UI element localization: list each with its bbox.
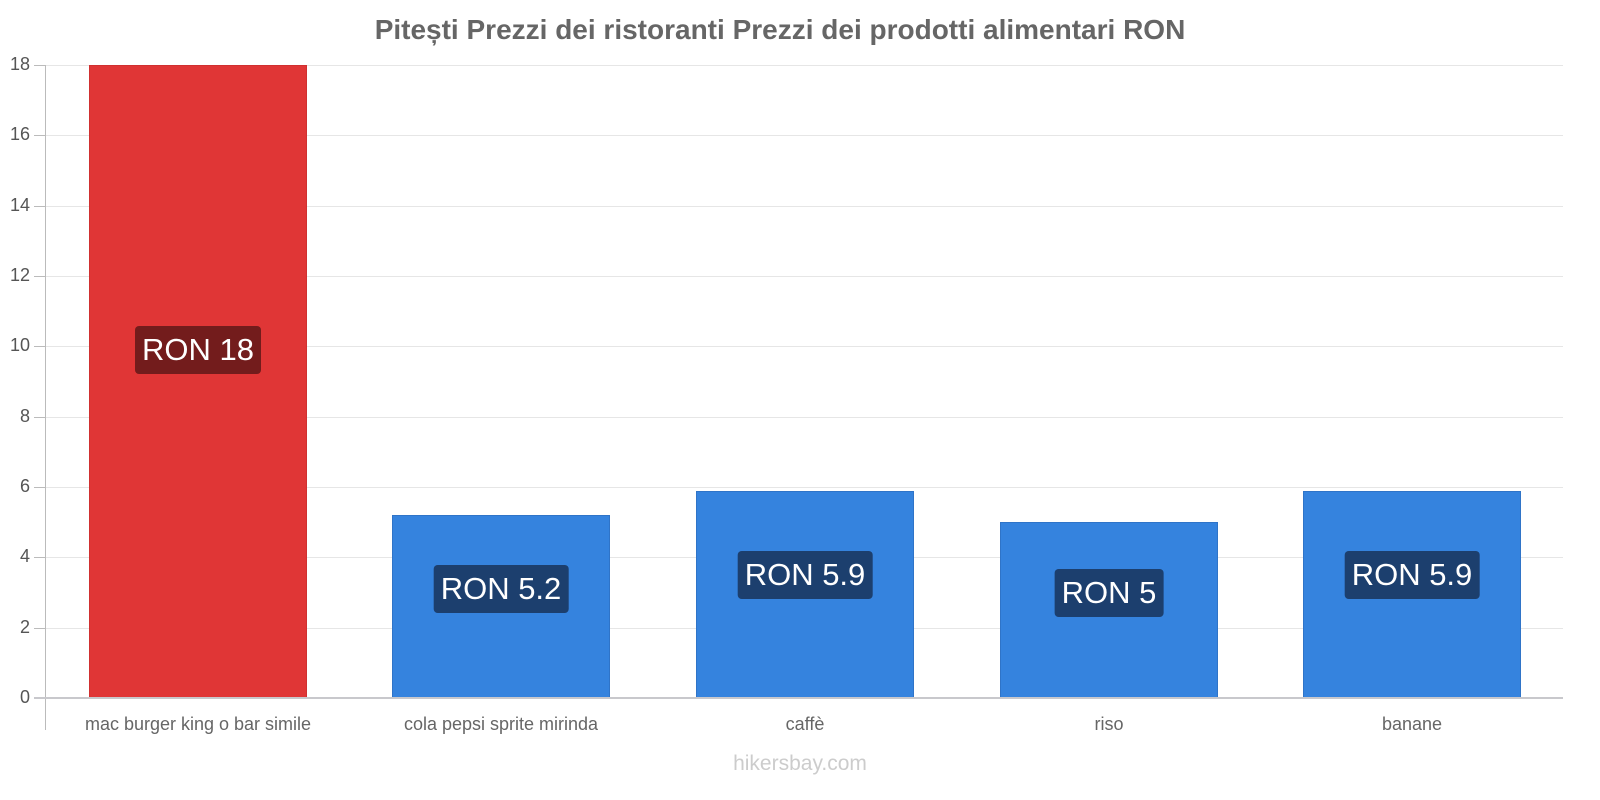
y-tick-label: 14 <box>9 195 30 215</box>
x-category-label: cola pepsi sprite mirinda <box>403 714 599 734</box>
bar-3[interactable]: RON 5 <box>1000 522 1218 698</box>
y-tick-label: 10 <box>9 335 30 355</box>
bar-value-label: RON 5.9 <box>737 551 873 599</box>
y-axis-line <box>45 65 46 730</box>
y-tick-mark <box>34 417 45 418</box>
x-category-label: riso <box>1094 714 1124 734</box>
y-tick-mark <box>34 346 45 347</box>
x-category-label: mac burger king o bar simile <box>84 714 312 734</box>
y-tick-label: 0 <box>19 687 30 707</box>
gridline <box>45 135 1563 136</box>
bar-value-label: RON 5.9 <box>1344 551 1480 599</box>
y-tick-label: 12 <box>9 265 30 285</box>
bar-4[interactable]: RON 5.9 <box>1303 491 1521 698</box>
y-tick-label: 6 <box>19 476 30 496</box>
y-tick-mark <box>34 628 45 629</box>
bar-2[interactable]: RON 5.9 <box>696 491 914 698</box>
x-category-label: caffè <box>785 714 825 734</box>
gridline <box>45 487 1563 488</box>
y-tick-label: 4 <box>19 546 30 566</box>
y-tick-label: 8 <box>19 406 30 426</box>
y-tick-mark <box>34 135 45 136</box>
gridline <box>45 206 1563 207</box>
y-tick-label: 18 <box>9 54 30 74</box>
gridline <box>45 417 1563 418</box>
y-tick-mark <box>34 65 45 66</box>
y-tick-mark <box>34 487 45 488</box>
y-tick-mark <box>34 206 45 207</box>
gridline <box>45 276 1563 277</box>
x-category-label: banane <box>1381 714 1443 734</box>
x-axis-line <box>34 697 1563 699</box>
bar-1[interactable]: RON 5.2 <box>392 515 610 698</box>
y-tick-label: 2 <box>19 617 30 637</box>
gridline <box>45 346 1563 347</box>
bar-value-label: RON 18 <box>135 326 261 374</box>
y-tick-mark <box>34 557 45 558</box>
watermark: hikersbay.com <box>733 752 867 775</box>
bar-0[interactable]: RON 18 <box>89 65 307 698</box>
chart-title: Pitești Prezzi dei ristoranti Prezzi dei… <box>374 14 1186 45</box>
bar-value-label: RON 5 <box>1054 569 1164 617</box>
bar-value-label: RON 5.2 <box>433 565 569 613</box>
gridline <box>45 65 1563 66</box>
y-tick-mark <box>34 276 45 277</box>
y-tick-label: 16 <box>9 124 30 144</box>
